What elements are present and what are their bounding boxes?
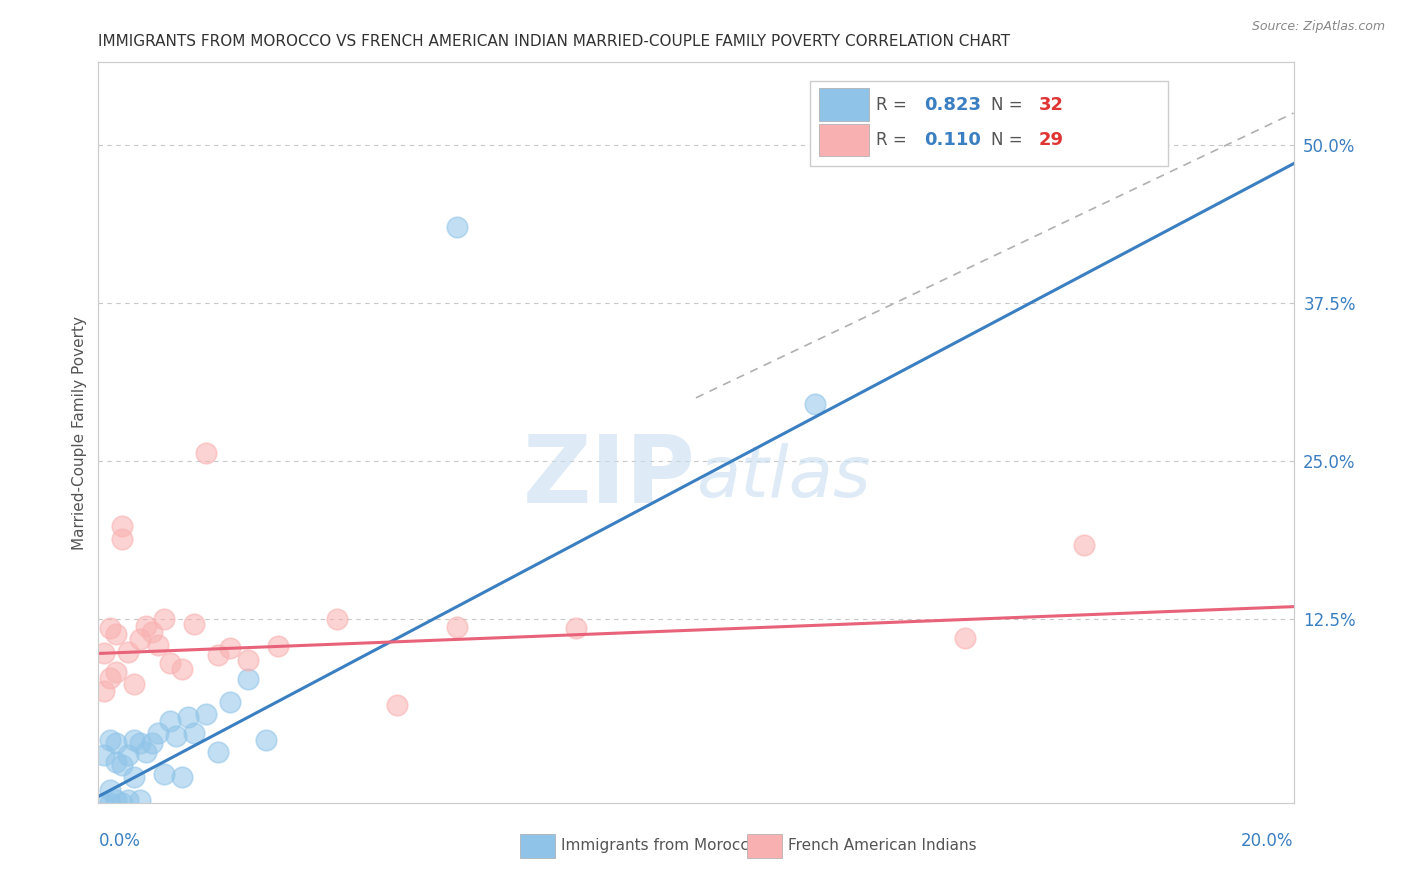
Point	[129, 792, 152, 806]
Point	[124, 676, 146, 690]
Point	[177, 710, 200, 724]
Point	[129, 736, 152, 750]
Text: 29: 29	[1039, 131, 1064, 149]
Point	[117, 645, 139, 659]
Text: 32: 32	[1039, 95, 1064, 113]
FancyBboxPatch shape	[820, 88, 869, 121]
Point	[135, 619, 157, 633]
Point	[98, 621, 122, 635]
Point	[565, 621, 588, 635]
Point	[111, 519, 134, 533]
Point	[446, 620, 468, 634]
Point	[159, 657, 181, 671]
Point	[219, 641, 242, 656]
Point	[195, 707, 218, 722]
Point	[111, 757, 134, 772]
Text: 0.0%: 0.0%	[98, 832, 141, 850]
Point	[326, 612, 349, 626]
Point	[141, 736, 163, 750]
Point	[953, 632, 976, 646]
Point	[98, 671, 122, 685]
Point	[804, 397, 827, 411]
Point	[105, 792, 128, 806]
FancyBboxPatch shape	[820, 124, 869, 156]
Point	[153, 612, 176, 626]
Point	[141, 625, 163, 640]
Point	[236, 673, 259, 687]
Point	[207, 745, 229, 759]
Point	[93, 748, 115, 763]
Point	[207, 648, 229, 662]
Point	[124, 771, 146, 785]
Point	[267, 640, 290, 654]
Point	[93, 684, 115, 698]
Point	[236, 653, 259, 667]
Point	[124, 732, 146, 747]
Point	[153, 767, 176, 781]
Point	[93, 646, 115, 660]
Text: Source: ZipAtlas.com: Source: ZipAtlas.com	[1251, 20, 1385, 33]
Point	[172, 662, 194, 676]
Text: atlas: atlas	[696, 442, 870, 511]
Point	[105, 755, 128, 769]
Text: French American Indians: French American Indians	[787, 838, 977, 854]
Text: IMMIGRANTS FROM MOROCCO VS FRENCH AMERICAN INDIAN MARRIED-COUPLE FAMILY POVERTY : IMMIGRANTS FROM MOROCCO VS FRENCH AMERIC…	[98, 34, 1011, 49]
Point	[172, 771, 194, 785]
Y-axis label: Married-Couple Family Poverty: Married-Couple Family Poverty	[72, 316, 87, 549]
Point	[254, 732, 277, 747]
FancyBboxPatch shape	[520, 834, 555, 857]
Text: 20.0%: 20.0%	[1241, 832, 1294, 850]
Point	[105, 665, 128, 679]
Point	[446, 219, 468, 234]
Point	[117, 792, 139, 806]
Text: N =: N =	[991, 95, 1028, 113]
Point	[135, 745, 157, 759]
Point	[195, 446, 218, 460]
Point	[105, 627, 128, 641]
Point	[117, 748, 139, 763]
FancyBboxPatch shape	[748, 834, 782, 857]
Point	[98, 796, 122, 810]
Point	[98, 783, 122, 797]
Point	[93, 796, 115, 810]
Point	[148, 726, 170, 740]
Text: ZIP: ZIP	[523, 431, 696, 523]
FancyBboxPatch shape	[810, 81, 1168, 166]
Text: R =: R =	[876, 95, 912, 113]
Text: R =: R =	[876, 131, 912, 149]
Point	[98, 732, 122, 747]
Point	[183, 726, 205, 740]
Point	[129, 632, 152, 647]
Point	[111, 796, 134, 810]
Point	[105, 736, 128, 750]
Text: 0.823: 0.823	[924, 95, 981, 113]
Text: 0.110: 0.110	[924, 131, 981, 149]
Text: N =: N =	[991, 131, 1028, 149]
Point	[148, 638, 170, 652]
Point	[385, 698, 409, 712]
Text: Immigrants from Morocco: Immigrants from Morocco	[561, 838, 758, 854]
Point	[111, 532, 134, 546]
Point	[1073, 538, 1095, 552]
Point	[183, 617, 205, 632]
Point	[165, 730, 187, 744]
Point	[159, 714, 181, 728]
Point	[219, 694, 242, 708]
